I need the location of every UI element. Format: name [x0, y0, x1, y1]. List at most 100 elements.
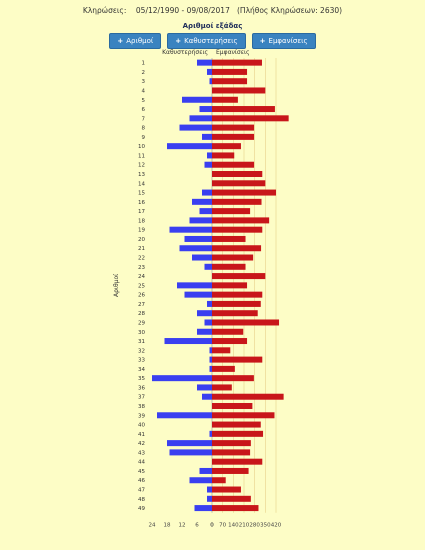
category-label: 37	[138, 395, 145, 401]
bar-appearance	[212, 217, 270, 224]
bar-appearance	[212, 421, 261, 428]
bar-appearance	[212, 338, 248, 345]
sort-appearances-button[interactable]: + Εμφανίσεις	[251, 33, 316, 49]
category-label: 5	[142, 98, 146, 104]
bar-appearance	[212, 263, 246, 270]
date-range: 05/12/1990 - 09/08/2017	[135, 6, 230, 15]
bar-appearance	[212, 505, 259, 512]
bar-delay	[204, 263, 212, 270]
x-tick-label-right: 280	[249, 523, 260, 529]
bar-delay	[167, 440, 212, 447]
sort-numbers-button[interactable]: + Αριθμοί	[109, 33, 162, 49]
bar-appearance	[212, 59, 262, 66]
bar-appearance	[212, 495, 251, 502]
bar-delay	[202, 133, 212, 140]
bar-delay	[209, 356, 212, 363]
bar-appearance	[212, 115, 289, 122]
x-tick-label-right: 70	[219, 523, 226, 529]
bar-delay	[209, 78, 212, 85]
category-label: 30	[138, 330, 145, 336]
category-label: 14	[138, 181, 145, 187]
bar-delay	[199, 208, 212, 215]
bar-appearance	[212, 96, 238, 103]
bar-delay	[202, 393, 212, 400]
bar-delay	[204, 161, 212, 168]
category-label: 12	[138, 163, 145, 169]
bar-delay	[182, 96, 212, 103]
category-label: 19	[138, 228, 145, 234]
bar-delay	[189, 217, 212, 224]
x-tick-label-left: 12	[179, 523, 186, 529]
category-label: 40	[138, 423, 145, 429]
bar-delay	[197, 310, 212, 317]
bar-appearance	[212, 198, 262, 205]
bar-delay	[179, 245, 212, 252]
bar-delay	[184, 291, 212, 298]
draws-label: Κληρώσεις:	[82, 6, 127, 15]
bar-delay	[197, 384, 212, 391]
category-label: 6	[142, 107, 146, 113]
x-tick-label-right: 0	[210, 523, 214, 529]
bar-delay	[184, 235, 212, 242]
category-label: 29	[138, 320, 145, 326]
category-label: 8	[142, 126, 146, 132]
bar-delay	[199, 106, 212, 113]
category-label: 10	[138, 144, 145, 150]
bar-appearance	[212, 467, 249, 474]
bar-appearance	[212, 235, 246, 242]
bar-appearance	[212, 375, 254, 382]
category-label: 11	[138, 153, 145, 159]
category-label: 32	[138, 348, 145, 354]
bar-appearance	[212, 106, 275, 113]
x-tick-label-left: 18	[164, 523, 171, 529]
x-tick-label-right: 350	[260, 523, 271, 529]
category-label: 31	[138, 339, 145, 345]
bar-appearance	[212, 171, 263, 177]
category-label: 46	[138, 478, 145, 484]
category-label: 39	[138, 413, 145, 419]
bar-delay	[164, 338, 212, 345]
bar-appearance	[212, 393, 284, 400]
category-label: 15	[138, 191, 145, 197]
bar-appearance	[212, 152, 235, 159]
bar-delay	[167, 143, 212, 150]
bar-appearance	[212, 449, 251, 456]
bar-delay	[189, 477, 212, 484]
bar-appearance	[212, 300, 261, 307]
bar-delay	[192, 198, 212, 205]
bar-appearance	[212, 282, 248, 289]
bar-appearance	[212, 180, 266, 187]
bar-delay	[207, 300, 212, 307]
bar-delay	[207, 486, 212, 493]
bar-appearance	[212, 245, 262, 252]
category-label: 17	[138, 209, 145, 215]
category-label: 1	[142, 61, 146, 67]
bar-appearance	[212, 430, 264, 437]
bar-appearance	[212, 68, 248, 75]
sort-numbers-label: Αριθμοί	[126, 37, 154, 45]
bar-appearance	[212, 133, 255, 140]
category-label: 20	[138, 237, 145, 243]
bar-appearance	[212, 328, 244, 335]
bar-appearance	[212, 161, 255, 168]
category-label: 43	[138, 450, 145, 456]
x-tick-label-left: 6	[195, 523, 199, 529]
x-tick-label-right: 140	[228, 523, 239, 529]
category-label: 7	[142, 116, 146, 122]
bar-appearance	[212, 486, 241, 493]
bar-delay	[202, 189, 212, 196]
bar-delay	[197, 328, 212, 335]
chart-subtitle: Αριθμοί εξάδας	[182, 22, 243, 30]
category-label: 27	[138, 302, 145, 308]
bar-delay	[179, 124, 212, 131]
category-label: 21	[138, 246, 145, 252]
sort-buttons: + Αριθμοί + Καθυστερήσεις + Εμφανίσεις	[0, 33, 425, 49]
sort-delays-button[interactable]: + Καθυστερήσεις	[167, 33, 246, 49]
bar-appearance	[212, 208, 251, 215]
category-label: 23	[138, 265, 145, 271]
y-axis-label: Αριθμοί	[113, 274, 120, 297]
category-label: 35	[138, 376, 145, 382]
bar-appearance	[212, 254, 254, 261]
bar-appearance	[212, 87, 266, 94]
